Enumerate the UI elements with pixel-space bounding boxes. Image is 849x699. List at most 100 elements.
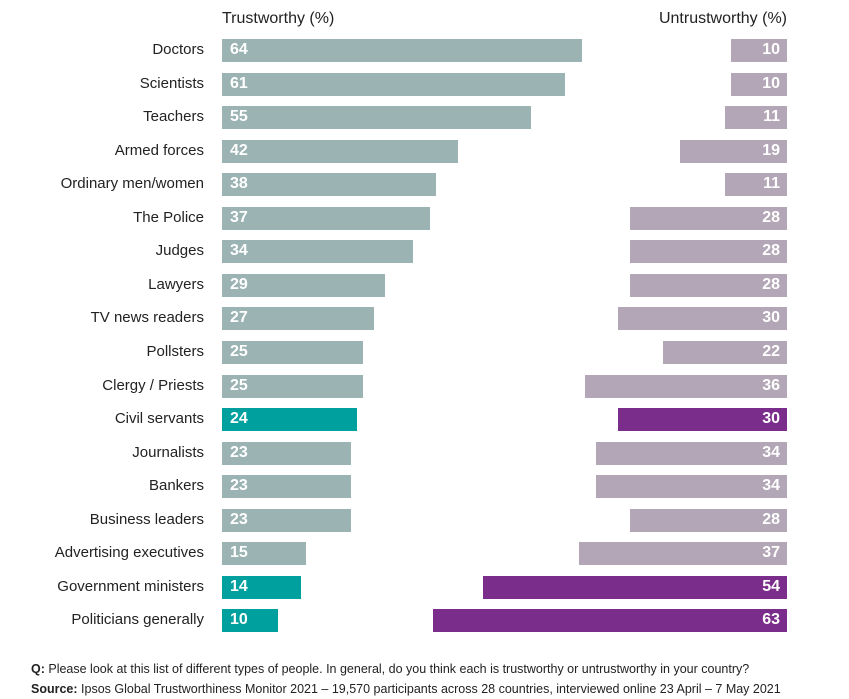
category-label: Government ministers [57,577,204,595]
trustworthy-bar: 34 [222,240,414,264]
source-text: Ipsos Global Trustworthiness Monitor 202… [77,682,781,696]
trustworthy-value-label: 27 [230,309,248,327]
trustworthy-bar: 27 [222,307,374,331]
trustworthy-bar: 25 [222,340,363,364]
untrustworthy-value-label: 30 [762,410,780,428]
untrustworthy-value-label: 34 [762,443,780,461]
chart-row: Clergy / Priests 25 36 [0,374,849,398]
trustworthy-value-label: 29 [230,275,248,293]
chart-row: The Police 37 28 [0,206,849,230]
trustworthy-value-label: 24 [230,410,248,428]
untrustworthy-bar: 28 [629,240,787,264]
chart-row: Politicians generally 10 63 [0,609,849,633]
untrustworthy-bar: 30 [618,307,787,331]
category-label: Journalists [132,443,204,461]
trustworthy-bar: 37 [222,206,431,230]
trustworthy-value-label: 10 [230,611,248,629]
category-label: The Police [133,208,204,226]
category-label: Lawyers [148,275,204,293]
untrustworthy-bar: 36 [584,374,787,398]
question-text: Please look at this list of different ty… [44,662,750,676]
untrustworthy-value-label: 37 [762,544,780,562]
untrustworthy-value-label: 11 [763,175,780,193]
chart-row: Journalists 23 34 [0,441,849,465]
trustworthy-bar: 29 [222,273,386,297]
category-label: Armed forces [114,141,204,159]
category-label: Civil servants [114,410,204,428]
category-label: Teachers [143,108,204,126]
trustworthy-bar: 23 [222,441,352,465]
category-label: Clergy / Priests [102,376,204,394]
trustworthy-value-label: 37 [230,208,248,226]
category-label: Advertising executives [54,544,204,562]
untrustworthy-value-label: 19 [762,141,780,159]
trustworthy-header: Trustworthy (%) [222,10,335,27]
trustworthy-value-label: 23 [230,510,248,528]
untrustworthy-value-label: 28 [762,208,780,226]
source-note: Source: Ipsos Global Trustworthiness Mon… [31,682,781,696]
trustworthy-value-label: 23 [230,477,248,495]
untrustworthy-bar: 10 [730,72,787,96]
trustworthy-bar: 38 [222,173,436,197]
trustworthy-value-label: 34 [230,242,248,260]
trustworthy-bar: 61 [222,72,566,96]
trustworthy-value-label: 23 [230,443,248,461]
category-label: Judges [155,242,204,260]
untrustworthy-bar: 34 [595,475,787,499]
chart-row: Bankers 23 34 [0,475,849,499]
untrustworthy-value-label: 28 [762,510,780,528]
trustworthy-value-label: 25 [230,342,248,360]
chart-row: Business leaders 23 28 [0,508,849,532]
trustworthy-value-label: 15 [230,544,248,562]
untrustworthy-value-label: 22 [762,342,780,360]
untrustworthy-bar: 28 [629,273,787,297]
category-label: TV news readers [90,309,204,327]
chart-row: Doctors 64 10 [0,39,849,62]
untrustworthy-bar: 30 [618,408,787,432]
category-label: Business leaders [89,510,204,528]
chart-row: Teachers 55 11 [0,106,849,130]
untrustworthy-value-label: 54 [762,577,780,595]
trustworthy-value-label: 25 [230,376,248,394]
untrustworthy-value-label: 28 [762,242,780,260]
chart-row: Civil servants 24 30 [0,408,849,432]
chart-row: Ordinary men/women 38 11 [0,173,849,197]
untrustworthy-value-label: 11 [763,108,780,126]
category-label: Bankers [148,477,204,495]
untrustworthy-bar: 11 [725,173,787,197]
category-label: Ordinary men/women [60,175,204,193]
question-label: Q: [31,662,45,676]
trustworthy-value-label: 55 [230,108,248,126]
question-note: Q: Please look at this list of different… [31,662,749,676]
chart-row: Lawyers 29 28 [0,273,849,297]
untrustworthy-bar: 19 [680,139,787,163]
chart-row: TV news readers 27 30 [0,307,849,331]
trustworthy-value-label: 14 [230,577,248,595]
trustworthy-bar: 10 [222,609,279,633]
trustworthy-bar: 15 [222,542,307,566]
trustworthy-bar: 23 [222,475,352,499]
trustworthy-bar: 64 [222,39,582,62]
trustworthy-bar: 55 [222,106,532,130]
chart-row: Armed forces 42 19 [0,139,849,163]
untrustworthy-value-label: 28 [762,275,780,293]
untrustworthy-bar: 54 [483,575,787,599]
untrustworthy-value-label: 10 [762,74,780,92]
category-label: Pollsters [146,342,204,360]
chart-row: Judges 34 28 [0,240,849,264]
untrustworthy-bar: 11 [725,106,787,130]
untrustworthy-header: Untrustworthy (%) [658,10,787,27]
trustworthy-bar: 42 [222,139,459,163]
untrustworthy-bar: 28 [629,206,787,230]
category-label: Politicians generally [71,611,204,629]
chart-row: Scientists 61 10 [0,72,849,96]
untrustworthy-value-label: 10 [762,41,780,58]
untrustworthy-value-label: 63 [762,611,780,629]
chart-row: Pollsters 25 22 [0,340,849,364]
untrustworthy-bar: 28 [629,508,787,532]
trustworthy-bar: 24 [222,408,357,432]
trustworthy-value-label: 61 [230,74,248,92]
untrustworthy-bar: 10 [730,39,787,62]
trustworthy-bar: 14 [222,575,301,599]
category-label: Scientists [139,74,204,92]
